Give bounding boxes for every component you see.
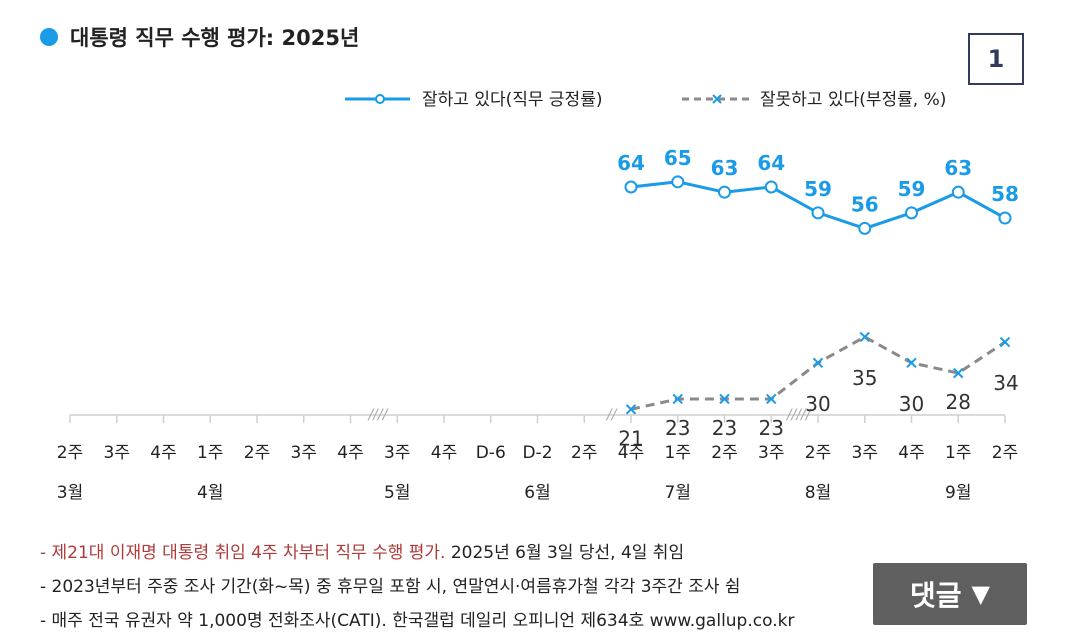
x-tick-label: 3주 — [104, 443, 130, 463]
positive-data-label: 64 — [757, 151, 785, 175]
positive-data-label: 59 — [898, 177, 926, 201]
legend-positive-label: 잘하고 있다(직무 긍정률) — [422, 90, 602, 110]
x-tick-label: 2주 — [992, 443, 1018, 463]
negative-data-label: 23 — [665, 416, 690, 440]
x-tick-label: D-6 — [476, 443, 506, 463]
x-tick-label: 4주 — [431, 443, 457, 463]
month-label: 8월 — [805, 483, 831, 503]
negative-point — [906, 357, 917, 368]
negative-data-label: 30 — [899, 392, 924, 416]
x-tick-label: 4주 — [618, 443, 644, 463]
note-3-text: - 매주 전국 유권자 약 1,000명 전화조사(CATI). 한국갤럽 데일… — [40, 611, 795, 631]
positive-point — [998, 211, 1012, 225]
axis-break-mark: ///// — [785, 407, 812, 423]
x-tick-label: 2주 — [711, 443, 737, 463]
positive-point — [718, 185, 731, 199]
axis-break-mark: // — [605, 407, 618, 423]
x-tick-label: 2주 — [805, 443, 831, 463]
x-tick-label: 4주 — [150, 443, 176, 463]
triangle-down-icon: ▼ — [971, 580, 990, 608]
negative-point — [859, 331, 870, 343]
positive-point — [624, 180, 638, 194]
positive-data-label: 63 — [711, 156, 739, 180]
x-tick-label: 3주 — [758, 443, 784, 463]
x-tick-label: 2주 — [244, 443, 270, 463]
positive-data-label: 58 — [991, 182, 1019, 206]
series-layer: 64 65 63 64 59 56 59 63 58 21 23 23 23 30 35 30 28 34 — [617, 146, 1019, 450]
note-2-text: - 2023년부터 주중 조사 기간(화~목) 중 휴무일 포함 시, 연말연시… — [40, 577, 741, 597]
negative-point — [953, 367, 964, 379]
positive-point — [811, 206, 825, 220]
chart: 잘하고 있다(직무 긍정률) 잘못하고 있다(부정률, %) 2주 3주 4주 1주 2주… — [57, 90, 1019, 503]
negative-point — [672, 393, 683, 405]
note-3: - 매주 전국 유권자 약 1,000명 전화조사(CATI). 한국갤럽 데일… — [40, 606, 794, 631]
x-tick-label: 2주 — [57, 443, 83, 463]
x-tick-label: D-2 — [522, 443, 552, 463]
note-1-text: 2025년 6월 3일 당선, 4일 취임 — [445, 543, 685, 563]
x-tick-label: 1주 — [665, 443, 691, 463]
month-label: 5월 — [384, 483, 410, 503]
month-label: 6월 — [524, 483, 550, 503]
positive-data-label: 63 — [944, 156, 972, 180]
positive-data-label: 65 — [664, 146, 692, 170]
legend-negative-label: 잘못하고 있다(부정률, %) — [760, 90, 946, 110]
bullet-dot-icon — [40, 28, 58, 46]
negative-point — [625, 404, 637, 415]
x-tick-label: 1주 — [945, 443, 971, 463]
positive-point — [951, 185, 965, 199]
comment-button-label: 댓글 — [910, 579, 962, 612]
legend-negative-marker — [712, 94, 722, 104]
negative-point — [766, 393, 777, 405]
month-label: 4월 — [197, 483, 223, 503]
x-tick-label: 4주 — [337, 443, 363, 463]
month-label: 9월 — [945, 483, 971, 503]
negative-data-label: 23 — [759, 416, 784, 440]
x-tick-label: 3주 — [291, 443, 317, 463]
negative-data-label: 28 — [946, 390, 971, 414]
note-2: - 2023년부터 주중 조사 기간(화~목) 중 휴무일 포함 시, 연말연시… — [40, 572, 741, 597]
positive-point — [671, 175, 685, 189]
positive-data-label: 56 — [851, 192, 879, 216]
page-number-badge: 1 — [968, 33, 1024, 85]
legend-positive-marker — [375, 94, 385, 104]
x-tick-label: 3주 — [384, 443, 410, 463]
positive-point — [858, 221, 872, 235]
month-label: 7월 — [665, 483, 691, 503]
negative-data-label: 21 — [618, 426, 643, 450]
chart-title: 대통령 직무 수행 평가: 2025년 — [70, 26, 360, 50]
x-tick-label: 3주 — [852, 443, 878, 463]
negative-point — [812, 357, 824, 368]
note-1-highlight: - 제21대 이재명 대통령 취임 4주 차부터 직무 수행 평가. — [40, 543, 446, 563]
negative-data-label: 34 — [993, 371, 1018, 395]
positive-point — [764, 180, 778, 194]
negative-data-label: 30 — [805, 392, 830, 416]
note-1: - 제21대 이재명 대통령 취임 4주 차부터 직무 수행 평가. 2025년… — [40, 538, 684, 563]
comment-button[interactable]: 댓글 ▼ — [873, 563, 1027, 625]
x-tick-label: 4주 — [898, 443, 924, 463]
x-axis: 2주 3주 4주 1주 2주 3주 4주 3주 4주 D-6 D-2 2주 4주 1주 2주 3주 2주 3주 4주… — [57, 407, 1018, 503]
month-label: 3월 — [57, 483, 83, 503]
positive-point — [905, 206, 918, 220]
negative-point — [999, 336, 1011, 348]
positive-data-label: 59 — [804, 177, 832, 201]
x-tick-label: 1주 — [197, 443, 223, 463]
negative-data-label: 23 — [712, 416, 737, 440]
negative-data-label: 35 — [852, 366, 877, 390]
x-tick-label: 2주 — [571, 443, 597, 463]
legend: 잘하고 있다(직무 긍정률) 잘못하고 있다(부정률, %) — [345, 90, 946, 110]
axis-break-mark: //// — [366, 407, 388, 423]
positive-data-label: 64 — [617, 151, 645, 175]
negative-point — [719, 393, 730, 405]
chart-title-group: 대통령 직무 수행 평가: 2025년 — [40, 22, 359, 52]
